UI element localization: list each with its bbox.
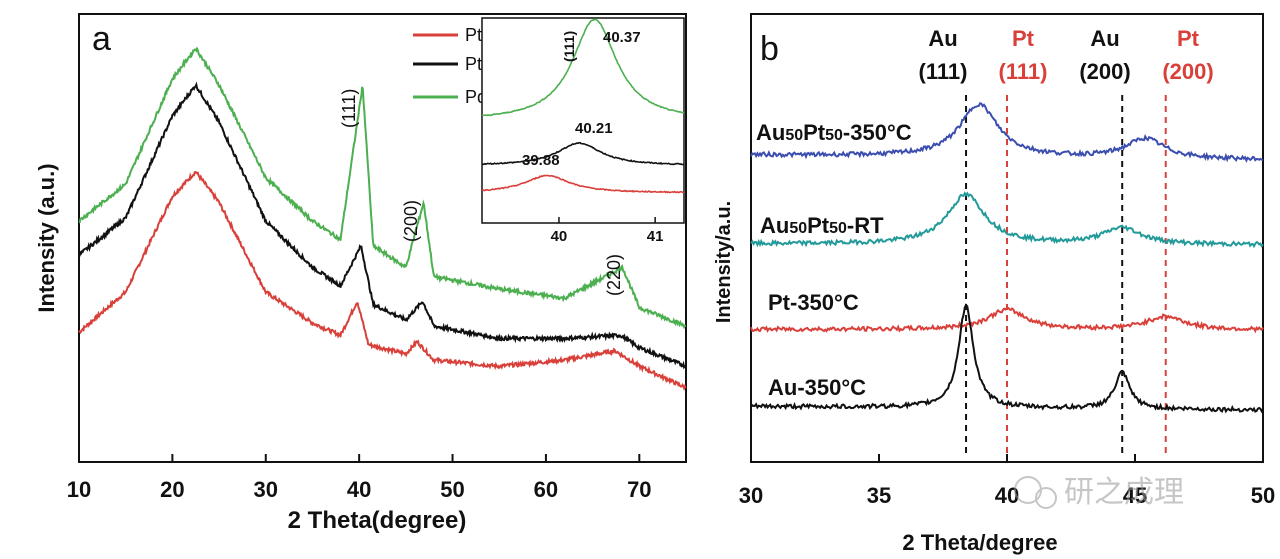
x-tick-label: 60 bbox=[534, 477, 558, 502]
x-tick-label: 30 bbox=[254, 477, 278, 502]
panel-a-series-group bbox=[78, 46, 687, 392]
series-line-pd bbox=[78, 46, 687, 330]
panel-b: b 30 35 40 45 50 Au (111) Pt (111) Au (200) … bbox=[713, 13, 1275, 555]
ref-pt200-plane: (200) bbox=[1162, 59, 1213, 84]
panel-b-letter: b bbox=[760, 30, 779, 68]
x-tick-label: 70 bbox=[627, 477, 651, 502]
series-line-pt-350-c bbox=[750, 306, 1264, 334]
panel-a-x-ticks: 10 20 30 40 50 60 70 bbox=[67, 454, 652, 502]
panel-a: a 10 20 30 40 50 60 70 (111) (200) (220) Pt Pt… bbox=[34, 13, 687, 534]
ref-au111-plane: (111) bbox=[919, 59, 968, 84]
series-label-au50pt50-rt: Au50Pt50-RT bbox=[760, 213, 884, 238]
ref-pt111-plane: (111) bbox=[999, 59, 1048, 84]
x-tick-label: 30 bbox=[739, 483, 763, 508]
x-tick-label: 50 bbox=[1251, 483, 1275, 508]
ref-au200-element: Au bbox=[1090, 26, 1119, 51]
inset-peak-label: (111) bbox=[561, 31, 577, 62]
watermark-text: 研之成理 bbox=[1064, 475, 1184, 510]
panel-b-reference-lines bbox=[965, 95, 1167, 455]
inset-line-pd bbox=[481, 18, 685, 117]
ref-pt111-element: Pt bbox=[1012, 26, 1035, 51]
x-tick-label: 40 bbox=[347, 477, 371, 502]
x-tick-label: 10 bbox=[67, 477, 91, 502]
inset-annotation-pt: 39.88 bbox=[522, 152, 560, 169]
watermark: 研之成理 bbox=[1014, 475, 1184, 510]
x-tick-label: 45 bbox=[1123, 483, 1147, 508]
inset-x-tick-label: 40 bbox=[551, 228, 568, 245]
inset-series-group bbox=[481, 18, 685, 194]
panel-a-frame bbox=[78, 13, 687, 463]
peak-label-111: (111) bbox=[339, 89, 359, 128]
x-tick-label: 35 bbox=[867, 483, 891, 508]
panel-b-x-ticks: 30 35 40 45 50 bbox=[739, 454, 1275, 508]
x-tick-label: 50 bbox=[440, 477, 464, 502]
panel-a-letter: a bbox=[92, 20, 111, 58]
inset-line-pt1pd3 bbox=[481, 141, 685, 166]
panel-a-x-axis-label: 2 Theta(degree) bbox=[288, 507, 467, 534]
series-line-pt1pd3 bbox=[78, 81, 686, 370]
series-label-au-350: Au-350°C bbox=[768, 375, 866, 400]
panel-b-series-group bbox=[750, 102, 1264, 414]
series-line-au50pt50-rt bbox=[750, 191, 1264, 249]
inset: 40 41 (111) 40.37 40.21 39.88 bbox=[481, 17, 685, 245]
inset-frame bbox=[481, 17, 685, 224]
ref-pt200-element: Pt bbox=[1177, 26, 1200, 51]
panel-b-y-axis-label: Intensity/a.u. bbox=[713, 201, 735, 323]
inset-annotation-pd: 40.37 bbox=[603, 29, 641, 46]
legend-label-pt: Pt bbox=[465, 25, 482, 45]
series-line-pt bbox=[78, 170, 687, 392]
panel-a-y-axis-label: Intensity (a.u.) bbox=[34, 163, 59, 312]
series-label-pt-350: Pt-350°C bbox=[768, 290, 859, 315]
inset-x-ticks: 40 41 bbox=[551, 217, 664, 245]
x-tick-label: 20 bbox=[160, 477, 184, 502]
inset-x-tick-label: 41 bbox=[647, 228, 664, 245]
peak-label-200: (200) bbox=[401, 200, 421, 242]
panel-b-x-axis-label: 2 Theta/degree bbox=[902, 530, 1057, 555]
series-label-au50pt50-350: Au50Pt50-350°C bbox=[756, 120, 912, 145]
series-line-au50pt50-350-c bbox=[750, 102, 1264, 164]
inset-line-pt bbox=[481, 174, 685, 194]
series-line-au-350-c bbox=[750, 303, 1264, 414]
ref-au200-plane: (200) bbox=[1079, 59, 1130, 84]
peak-label-220: (220) bbox=[604, 254, 624, 296]
inset-annotation-pt1pd3: 40.21 bbox=[575, 120, 613, 137]
ref-au111-element: Au bbox=[928, 26, 957, 51]
